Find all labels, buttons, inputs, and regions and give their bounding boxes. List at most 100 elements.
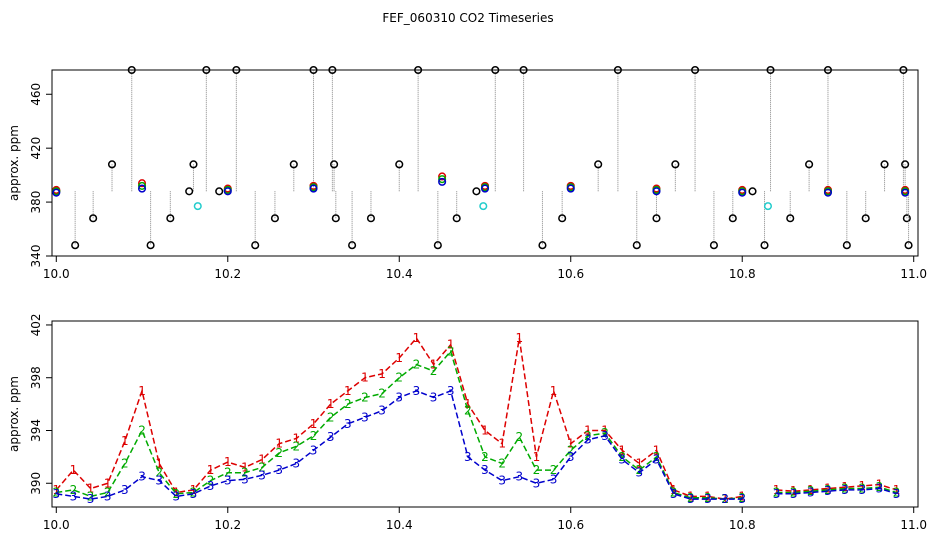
data-point — [146, 241, 155, 250]
data-point-label: 3 — [876, 482, 884, 496]
data-point-label: 1 — [841, 480, 849, 494]
data-point-label: 2 — [344, 397, 352, 411]
data-point-label: 1 — [70, 463, 78, 477]
data-point — [766, 65, 775, 75]
data-point-label: 3 — [344, 417, 352, 431]
data-point-label: 3 — [584, 433, 592, 447]
y-tick-label: 380 — [29, 191, 43, 214]
x-tick-label: 10.0 — [43, 267, 70, 281]
x-tick-label: 10.4 — [386, 518, 413, 532]
data-point-label: 1 — [464, 397, 472, 411]
data-point-label: 1 — [636, 456, 644, 470]
data-point-label: 3 — [293, 456, 301, 470]
data-point — [558, 214, 567, 223]
data-point — [438, 172, 447, 181]
data-point-label: 3 — [601, 429, 609, 443]
data-point-label: 3 — [121, 483, 129, 497]
data-point — [251, 241, 260, 250]
data-point-label: 1 — [498, 437, 506, 451]
data-point — [902, 214, 911, 223]
data-point-label: 1 — [275, 437, 283, 451]
data-point-label: 3 — [361, 410, 369, 424]
y-tick-label: 398 — [29, 366, 43, 389]
data-point-label: 2 — [618, 450, 626, 464]
data-point-label: 1 — [138, 384, 146, 398]
x-tick-label: 10.2 — [214, 267, 241, 281]
data-point — [538, 241, 547, 250]
data-point — [289, 160, 298, 169]
data-point — [738, 188, 747, 197]
data-point-label: 3 — [773, 487, 781, 501]
data-point — [89, 214, 98, 223]
data-point-label: 2 — [293, 439, 301, 453]
data-point-label: 1 — [378, 367, 386, 381]
data-point-label: 1 — [87, 482, 95, 496]
data-point — [632, 241, 641, 250]
data-point — [760, 241, 769, 250]
data-point-label: 1 — [704, 489, 712, 503]
data-point-label: 2 — [498, 456, 506, 470]
data-point-label: 1 — [824, 482, 832, 496]
data-point-label: 1 — [515, 331, 523, 345]
data-point — [215, 187, 224, 196]
data-point — [127, 65, 136, 75]
data-point-label: 1 — [413, 331, 421, 345]
data-point — [366, 214, 376, 223]
data-point-label: 3 — [104, 489, 112, 503]
data-point-label: 3 — [327, 430, 335, 444]
data-point-label: 3 — [704, 492, 712, 506]
data-point-label: 1 — [773, 483, 781, 497]
data-point — [433, 241, 442, 250]
y-tick-label: 402 — [29, 314, 43, 337]
data-point-label: 3 — [653, 453, 661, 467]
data-point-label: 3 — [721, 492, 729, 506]
data-point-label: 3 — [87, 492, 95, 506]
data-point-label: 2 — [704, 491, 712, 505]
data-point — [613, 65, 622, 75]
data-point — [728, 214, 737, 223]
data-point-label: 2 — [87, 489, 95, 503]
data-point-label: 1 — [893, 483, 901, 497]
data-point — [232, 65, 241, 75]
data-point-label: 3 — [70, 489, 78, 503]
data-point-label: 2 — [584, 429, 592, 443]
data-point-label: 3 — [893, 487, 901, 501]
data-point-label: 2 — [876, 480, 884, 494]
data-point-label: 1 — [155, 456, 163, 470]
data-point-label: 2 — [430, 364, 438, 378]
data-point — [223, 187, 232, 196]
data-point-label: 2 — [138, 423, 146, 437]
data-point — [438, 175, 447, 184]
data-point-label: 1 — [550, 384, 558, 398]
data-point-label: 1 — [190, 483, 198, 497]
data-point-label: 3 — [224, 474, 232, 488]
data-point-label: 2 — [327, 410, 335, 424]
data-point-label: 3 — [241, 472, 249, 486]
data-point-label: 2 — [378, 387, 386, 401]
y-axis-label: approx. ppm — [7, 376, 21, 452]
data-point-label: 1 — [533, 450, 541, 464]
data-point-label: 2 — [464, 404, 472, 418]
data-point — [270, 214, 279, 223]
data-point-label: 2 — [601, 426, 609, 440]
data-point-label: 1 — [670, 483, 678, 497]
data-point-label: 1 — [430, 358, 438, 372]
data-point-label: 1 — [618, 443, 626, 457]
data-point-label: 3 — [430, 391, 438, 405]
data-point — [899, 65, 908, 75]
data-point-label: 3 — [824, 484, 832, 498]
data-point-label: 1 — [224, 455, 232, 469]
data-point-label: 1 — [687, 489, 695, 503]
data-point-label: 3 — [275, 463, 283, 477]
data-point-label: 1 — [344, 384, 352, 398]
data-point-label: 2 — [858, 482, 866, 496]
data-point-label: 3 — [138, 470, 146, 484]
data-point-label: 1 — [738, 489, 746, 503]
data-point-label: 2 — [52, 485, 60, 499]
y-axis-label: approx. ppm — [7, 125, 21, 201]
data-point-label: 1 — [601, 423, 609, 437]
data-point — [309, 184, 318, 193]
data-point — [414, 65, 423, 75]
data-point-label: 1 — [653, 443, 661, 457]
data-point-label: 2 — [636, 463, 644, 477]
